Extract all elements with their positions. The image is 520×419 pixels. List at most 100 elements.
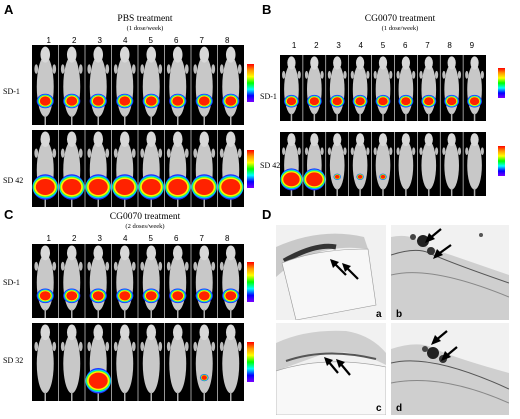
mouse-number-label: 7 [425, 41, 430, 50]
panel-c-row1-image [32, 244, 244, 318]
panel-b-row2-image [280, 132, 486, 196]
panel-c-scale-bar-2 [247, 342, 254, 382]
mouse-image [190, 244, 216, 318]
mouse-number-label: 6 [402, 41, 408, 50]
mouse-image [190, 130, 217, 207]
mouse-number-label: 2 [72, 234, 77, 243]
mouse-number-label: 8 [447, 41, 452, 50]
mouse-image [462, 132, 484, 196]
mouse-number-label: 1 [46, 36, 51, 45]
mouse-image [84, 244, 110, 318]
mouse-image [217, 130, 244, 207]
mouse-number-label: 1 [291, 41, 297, 50]
mouse-image [34, 46, 57, 125]
panel-a-row1-image [32, 45, 244, 125]
mouse-image [348, 55, 370, 121]
panel-d-sub-c: c [376, 403, 382, 414]
panel-b-subtitle: (1 dose/week) [381, 25, 419, 32]
mouse-image [462, 55, 484, 121]
panel-c-scale-bar-1 [247, 262, 254, 302]
mouse-image [417, 55, 439, 121]
mouse-image [137, 45, 163, 125]
panel-d-histology-d [391, 323, 509, 415]
mouse-image [394, 132, 416, 196]
panel-b-letter: B [262, 2, 272, 17]
mouse-image [164, 45, 189, 125]
mouse-image [302, 55, 324, 121]
panel-c-subtitle: (2 doses/week) [125, 223, 165, 230]
mouse-image [217, 244, 242, 318]
panel-a-title: PBS treatment [117, 14, 173, 24]
panel-a-subtitle: (1 dose/week) [126, 25, 164, 32]
mouse-number-label: 2 [72, 36, 77, 45]
mouse-image [84, 130, 111, 207]
mouse-image [58, 323, 83, 401]
mouse-image [302, 132, 326, 196]
panel-c-row1-label: SD-1 [3, 278, 20, 287]
mouse-number-label: 8 [225, 234, 230, 243]
mouse-number-label: 2 [314, 41, 319, 50]
mouse-number-label: 4 [123, 234, 128, 243]
panel-a-mouse-numbers: 1 2 3 4 5 6 7 8 [36, 36, 240, 45]
mouse-number-label: 5 [148, 234, 153, 243]
mouse-image [348, 132, 370, 196]
panel-b-scale-bar-1 [498, 68, 505, 98]
mouse-number-label: 3 [97, 36, 102, 45]
mouse-image [137, 323, 163, 401]
mouse-image [58, 244, 83, 318]
mouse-image [137, 130, 164, 207]
mouse-image [190, 323, 216, 401]
panel-a-row1-label: SD-1 [3, 87, 20, 96]
mouse-number-label: 1 [46, 234, 51, 243]
panel-b-row1-label: SD-1 [260, 92, 277, 101]
mouse-image [84, 323, 111, 401]
mouse-number-label: 5 [380, 41, 386, 50]
mouse-number-label: 4 [123, 36, 128, 45]
mouse-image [439, 55, 462, 121]
panel-d-letter: D [262, 207, 272, 222]
mouse-image [111, 45, 136, 125]
mouse-image [280, 133, 303, 196]
panel-c-mouse-numbers: 1 2 3 4 5 6 7 8 [36, 234, 240, 243]
mouse-number-label: 6 [174, 36, 179, 45]
mouse-image [325, 132, 347, 196]
panel-a-scale-bar-1 [247, 64, 254, 102]
mouse-image [417, 132, 439, 196]
mouse-number-label: 8 [225, 36, 230, 45]
mouse-image [84, 45, 110, 125]
mouse-image [371, 55, 393, 121]
mouse-image [111, 244, 136, 318]
mouse-image [111, 130, 138, 207]
panel-a-row2-image [32, 130, 244, 207]
mouse-image [32, 131, 58, 207]
panel-d-histology-b [391, 225, 509, 320]
mouse-image [34, 245, 57, 318]
mouse-image [164, 130, 191, 207]
panel-c-row2-image [32, 323, 244, 401]
panel-d-sub-b: b [396, 309, 403, 320]
panel-b-title: CG0070 treatment [364, 14, 436, 24]
panel-a-scale-bar-2 [247, 150, 254, 188]
mouse-image [439, 132, 462, 196]
mouse-number-label: 9 [469, 41, 475, 50]
panel-d-sub-d: d [396, 403, 403, 414]
mouse-image [111, 323, 136, 401]
mouse-number-label: 5 [148, 36, 153, 45]
mouse-image [371, 132, 393, 196]
mouse-image [394, 55, 416, 121]
mouse-number-label: 3 [97, 234, 102, 243]
mouse-image [58, 130, 85, 207]
panel-d-histology-c [276, 323, 386, 415]
mouse-image [137, 244, 163, 318]
mouse-number-label: 7 [199, 234, 204, 243]
panel-b-row1-image [280, 55, 486, 121]
panel-b-mouse-numbers: 1 2 3 4 5 6 7 8 9 [283, 41, 483, 50]
mouse-image [282, 56, 301, 121]
panel-c-letter: C [4, 207, 14, 222]
mouse-image [217, 45, 242, 125]
panel-d-histology-a [276, 225, 386, 320]
mouse-image [325, 55, 347, 121]
mouse-image [58, 45, 83, 125]
panel-a-row2-label: SD 42 [3, 176, 24, 185]
mouse-number-label: 4 [358, 41, 363, 50]
